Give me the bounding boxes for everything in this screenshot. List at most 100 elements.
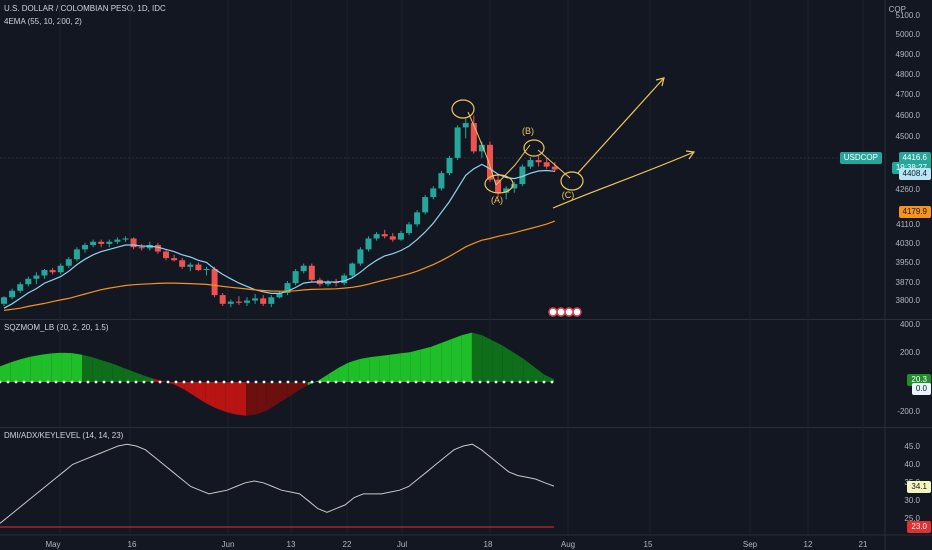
candle-body <box>154 245 161 252</box>
candle-body <box>203 268 210 271</box>
candle-body <box>487 144 493 180</box>
squeeze-dot <box>78 380 82 384</box>
squeeze-dot <box>398 380 402 384</box>
squeeze-dot <box>0 380 2 384</box>
price-axis-tick: 4800.0 <box>896 70 921 79</box>
candle-body <box>414 212 421 225</box>
time-axis-label: Jun <box>222 540 235 549</box>
momentum-bar <box>174 382 185 390</box>
wave-b-circle <box>523 139 545 157</box>
candle-body <box>495 179 502 193</box>
time-axis-label: 12 <box>804 540 813 549</box>
momentum-bar <box>512 352 524 382</box>
last-price-tag: 4416.6 <box>898 152 931 164</box>
time-axis-label: Jul <box>397 540 407 549</box>
ema-slow-tag: 4179.9 <box>898 206 931 218</box>
squeeze-dot <box>550 380 554 384</box>
price-axis-tick: 4900.0 <box>896 50 921 59</box>
squeeze-dot <box>158 380 162 384</box>
candle-body <box>349 263 356 276</box>
dmi-axis-tick: 40.0 <box>904 460 920 469</box>
candle-body <box>260 298 267 304</box>
squeeze-dot <box>190 380 194 384</box>
momentum-bar <box>297 382 308 392</box>
squeeze-dot <box>102 380 106 384</box>
price-axis-tick: 5000.0 <box>896 30 921 39</box>
arrowhead-1 <box>655 77 665 87</box>
candle-body <box>130 238 137 248</box>
candle-body <box>325 282 331 285</box>
squeeze-dot <box>502 380 506 384</box>
candle-body <box>268 297 275 304</box>
momentum-bar <box>287 382 298 398</box>
squeeze-dot <box>374 380 378 384</box>
candle-body <box>114 239 121 242</box>
price-pane <box>1 115 558 311</box>
momentum-bar <box>338 362 349 382</box>
momentum-bar <box>451 335 462 382</box>
squeeze-dot <box>214 380 218 384</box>
ema-indicator-label[interactable]: 4EMA (55, 10, 200, 2) <box>4 17 82 26</box>
momentum-bar <box>482 335 493 382</box>
squeeze-dot <box>518 380 522 384</box>
momentum-bar <box>71 353 83 382</box>
candle-body <box>308 265 315 280</box>
candle-body <box>106 241 113 244</box>
squeeze-dot <box>206 380 210 384</box>
squeeze-dot <box>182 380 186 384</box>
momentum-bar <box>205 382 216 408</box>
momentum-bar <box>143 375 154 382</box>
momentum-bar <box>430 343 442 382</box>
price-axis-tick: 3950.0 <box>896 258 921 267</box>
time-axis-label: 13 <box>287 540 296 549</box>
momentum-bar <box>123 367 134 382</box>
momentum-bar <box>246 382 257 416</box>
squeeze-dot <box>542 380 546 384</box>
candle-body <box>284 283 291 293</box>
squeeze-dot <box>166 380 170 384</box>
squeeze-dot <box>286 380 290 384</box>
dmi-axis-tick: 45.0 <box>904 442 920 451</box>
candle-body <box>65 259 72 266</box>
wave-top-circle <box>451 99 475 119</box>
candle-body <box>82 245 88 250</box>
candle-body <box>195 264 202 271</box>
momentum-bar <box>235 382 247 416</box>
squeeze-dot <box>86 380 90 384</box>
dmi-pane <box>0 443 555 528</box>
candle-body <box>211 268 218 296</box>
momentum-bar <box>318 374 329 382</box>
squeeze-dot <box>238 380 242 384</box>
wave-a-path <box>467 111 497 186</box>
momentum-axis-tick: -200.0 <box>897 407 920 416</box>
candle-body <box>470 123 477 152</box>
pane-separator-2[interactable] <box>0 427 932 428</box>
candle-body <box>381 234 388 237</box>
adx-value-tag: 34.1 <box>907 481 931 493</box>
pane-separator-1[interactable] <box>0 319 932 320</box>
squeeze-momentum-label[interactable]: SQZMOM_LB (20, 2, 20, 1.5) <box>4 323 109 332</box>
wave-c-circle <box>560 171 584 191</box>
dmi-adx-label[interactable]: DMI/ADX/KEYLEVEL (14, 14, 23) <box>4 431 124 440</box>
squeeze-dot <box>270 380 274 384</box>
currency-label: COP <box>888 5 906 14</box>
candle-body <box>98 241 105 244</box>
candle-body <box>73 249 80 260</box>
squeeze-dot <box>390 380 394 384</box>
momentum-bar <box>523 358 534 382</box>
squeeze-dot <box>342 380 346 384</box>
squeeze-dot <box>174 380 178 384</box>
squeeze-dot <box>230 380 234 384</box>
momentum-bar <box>369 356 380 382</box>
candle-body <box>9 290 16 298</box>
candle-body <box>187 264 194 267</box>
momentum-bar <box>0 362 11 382</box>
price-axis-tick: 3870.0 <box>896 278 921 287</box>
candle-body <box>503 188 510 193</box>
candle-body <box>462 123 469 128</box>
grid-lines <box>0 0 885 535</box>
momentum-bar <box>82 354 93 382</box>
wave-label-b: (B) <box>522 126 534 136</box>
momentum-pane <box>0 332 554 416</box>
